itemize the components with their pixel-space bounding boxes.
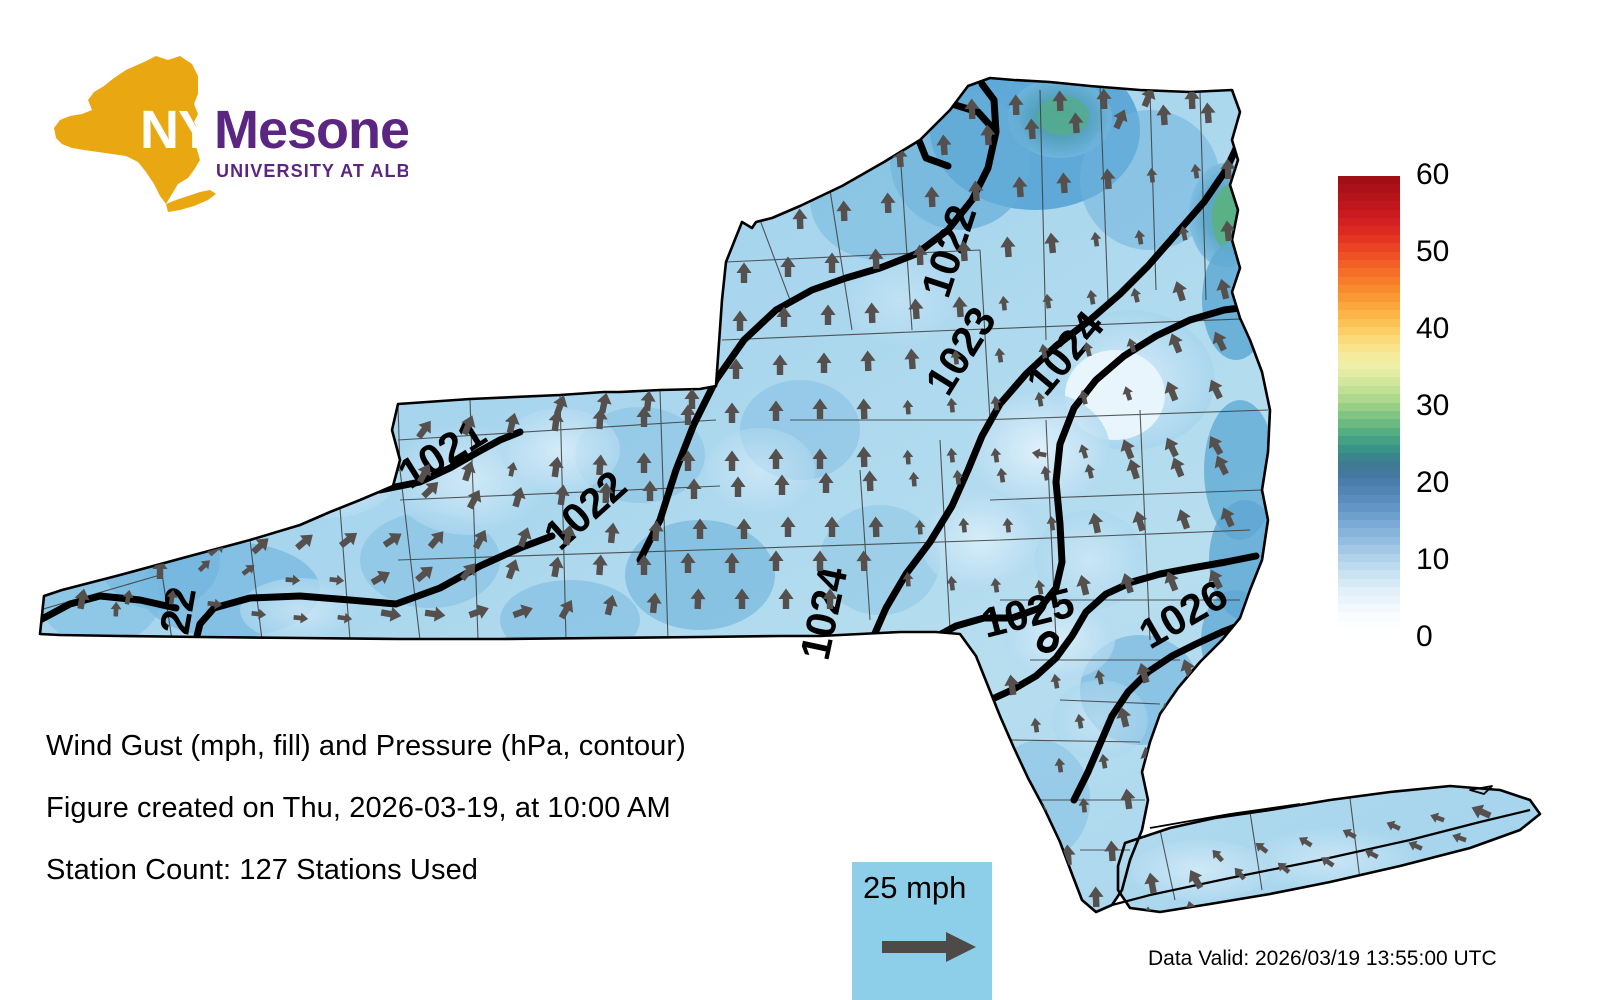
colorbar-band	[1338, 444, 1400, 453]
colorbar-tick-40: 40	[1416, 312, 1450, 345]
colorbar-band	[1338, 536, 1400, 546]
colorbar-tick-0: 0	[1416, 620, 1433, 653]
colorbar-band	[1338, 578, 1400, 588]
caption-title-line: Wind Gust (mph, fill) and Pressure (hPa,…	[46, 730, 686, 762]
colorbar-band	[1338, 461, 1400, 470]
data-valid-timestamp: Data Valid: 2026/03/19 13:55:00 UTC	[1148, 947, 1497, 970]
colorbar-band	[1338, 402, 1400, 411]
colorbar-tick-30: 30	[1416, 389, 1450, 422]
vector-key-label: 25 mph	[863, 870, 967, 905]
vector-key-arrow-icon	[882, 932, 976, 962]
colorbar-band	[1338, 545, 1400, 554]
figure-caption: Wind Gust (mph, fill) and Pressure (hPa,…	[46, 715, 826, 901]
colorbar-band	[1338, 209, 1400, 218]
colorbar-band	[1338, 494, 1400, 504]
colorbar-tick-labels: 60 50 40 30 20 10 0	[1416, 158, 1566, 658]
contour-label-22-clipped: 22	[151, 583, 205, 637]
colorbar-band	[1338, 587, 1400, 596]
colorbar-band	[1338, 377, 1400, 386]
colorbar-band	[1338, 469, 1400, 479]
colorbar-band	[1338, 612, 1400, 621]
colorbar-band	[1338, 410, 1400, 420]
colorbar-tick-60: 60	[1416, 158, 1450, 191]
colorbar-tick-10: 10	[1416, 543, 1450, 576]
colorbar-band	[1338, 243, 1400, 252]
colorbar-band	[1338, 352, 1400, 361]
colorbar-band	[1338, 176, 1400, 185]
colorbar-band	[1338, 595, 1400, 604]
logo-subtitle-text: UNIVERSITY AT ALBANY	[216, 161, 408, 181]
colorbar-band	[1338, 217, 1400, 227]
colorbar-band	[1338, 343, 1400, 353]
caption-station-count-line: Station Count: 127 Stations Used	[46, 854, 479, 886]
colorbar-tick-50: 50	[1416, 235, 1450, 268]
colorbar-band	[1338, 419, 1400, 428]
colorbar-band	[1338, 335, 1400, 344]
colorbar-band	[1338, 603, 1400, 613]
colorbar-band	[1338, 503, 1400, 512]
colorbar-band	[1338, 251, 1400, 260]
colorbar-band	[1338, 570, 1400, 579]
colorbar-band	[1338, 436, 1400, 445]
colorbar-band	[1338, 318, 1400, 328]
state-outline	[38, 76, 1542, 914]
wind-gust-colorbar: 60 50 40 30 20 10 0	[1338, 158, 1578, 653]
colorbar-band	[1338, 511, 1400, 521]
colorbar-band	[1338, 301, 1400, 311]
nys-mesonet-logo: NYS Mesonet UNIVERSITY AT ALBANY	[48, 52, 408, 222]
colorbar-band	[1338, 285, 1400, 294]
colorbar-tick-20: 20	[1416, 466, 1450, 499]
colorbar-band	[1338, 486, 1400, 495]
colorbar-band	[1338, 394, 1400, 403]
colorbar-band	[1338, 276, 1400, 286]
colorbar-band	[1338, 385, 1400, 395]
colorbar-band	[1338, 226, 1400, 235]
ny-state-silhouette-icon	[54, 56, 216, 212]
colorbar-band	[1338, 234, 1400, 244]
colorbar-band	[1338, 427, 1400, 437]
colorbar-band	[1338, 201, 1400, 210]
colorbar-band	[1338, 553, 1400, 562]
caption-created-line: Figure created on Thu, 2026-03-19, at 10…	[46, 792, 671, 824]
colorbar-band	[1338, 327, 1400, 336]
colorbar-band	[1338, 561, 1400, 571]
colorbar-band	[1338, 184, 1400, 193]
wind-vector-key: 25 mph	[852, 862, 992, 1000]
colorbar-band	[1338, 620, 1400, 630]
colorbar-band	[1338, 310, 1400, 319]
logo-mesonet-text: Mesonet	[214, 100, 408, 160]
colorbar-band	[1338, 629, 1400, 638]
colorbar-band	[1338, 528, 1400, 537]
colorbar-band	[1338, 452, 1400, 462]
colorbar-band	[1338, 520, 1400, 529]
colorbar-band	[1338, 360, 1400, 369]
colorbar-band	[1338, 293, 1400, 302]
colorbar-band	[1338, 259, 1400, 269]
colorbar-band	[1338, 368, 1400, 378]
colorbar-gradient	[1338, 176, 1400, 638]
pressure-contours	[40, 80, 1260, 804]
colorbar-band	[1338, 268, 1400, 277]
logo-nys-text: NYS	[140, 100, 248, 160]
colorbar-band	[1338, 192, 1400, 202]
colorbar-band	[1338, 478, 1400, 487]
